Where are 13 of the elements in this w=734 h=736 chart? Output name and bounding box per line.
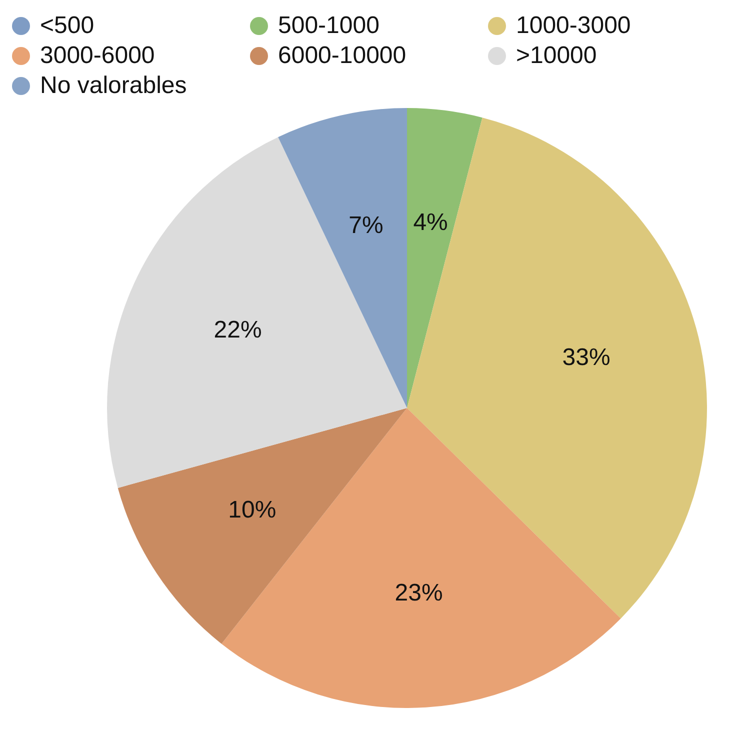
data-label: 33% bbox=[562, 344, 610, 372]
data-label: 7% bbox=[348, 212, 384, 240]
data-label: 4% bbox=[413, 209, 448, 236]
legend-label: 500-1000 bbox=[278, 12, 380, 40]
legend-label: <500 bbox=[40, 12, 94, 40]
data-label: 10% bbox=[228, 496, 276, 524]
legend-label: 6000-10000 bbox=[278, 42, 406, 70]
data-label: 22% bbox=[214, 316, 262, 344]
data-label: 23% bbox=[394, 579, 443, 606]
legend-label: 1000-3000 bbox=[516, 12, 631, 40]
legend-label: 3000-6000 bbox=[40, 42, 155, 70]
legend-label: No valorables bbox=[40, 72, 187, 100]
legend-label: >10000 bbox=[516, 42, 597, 70]
